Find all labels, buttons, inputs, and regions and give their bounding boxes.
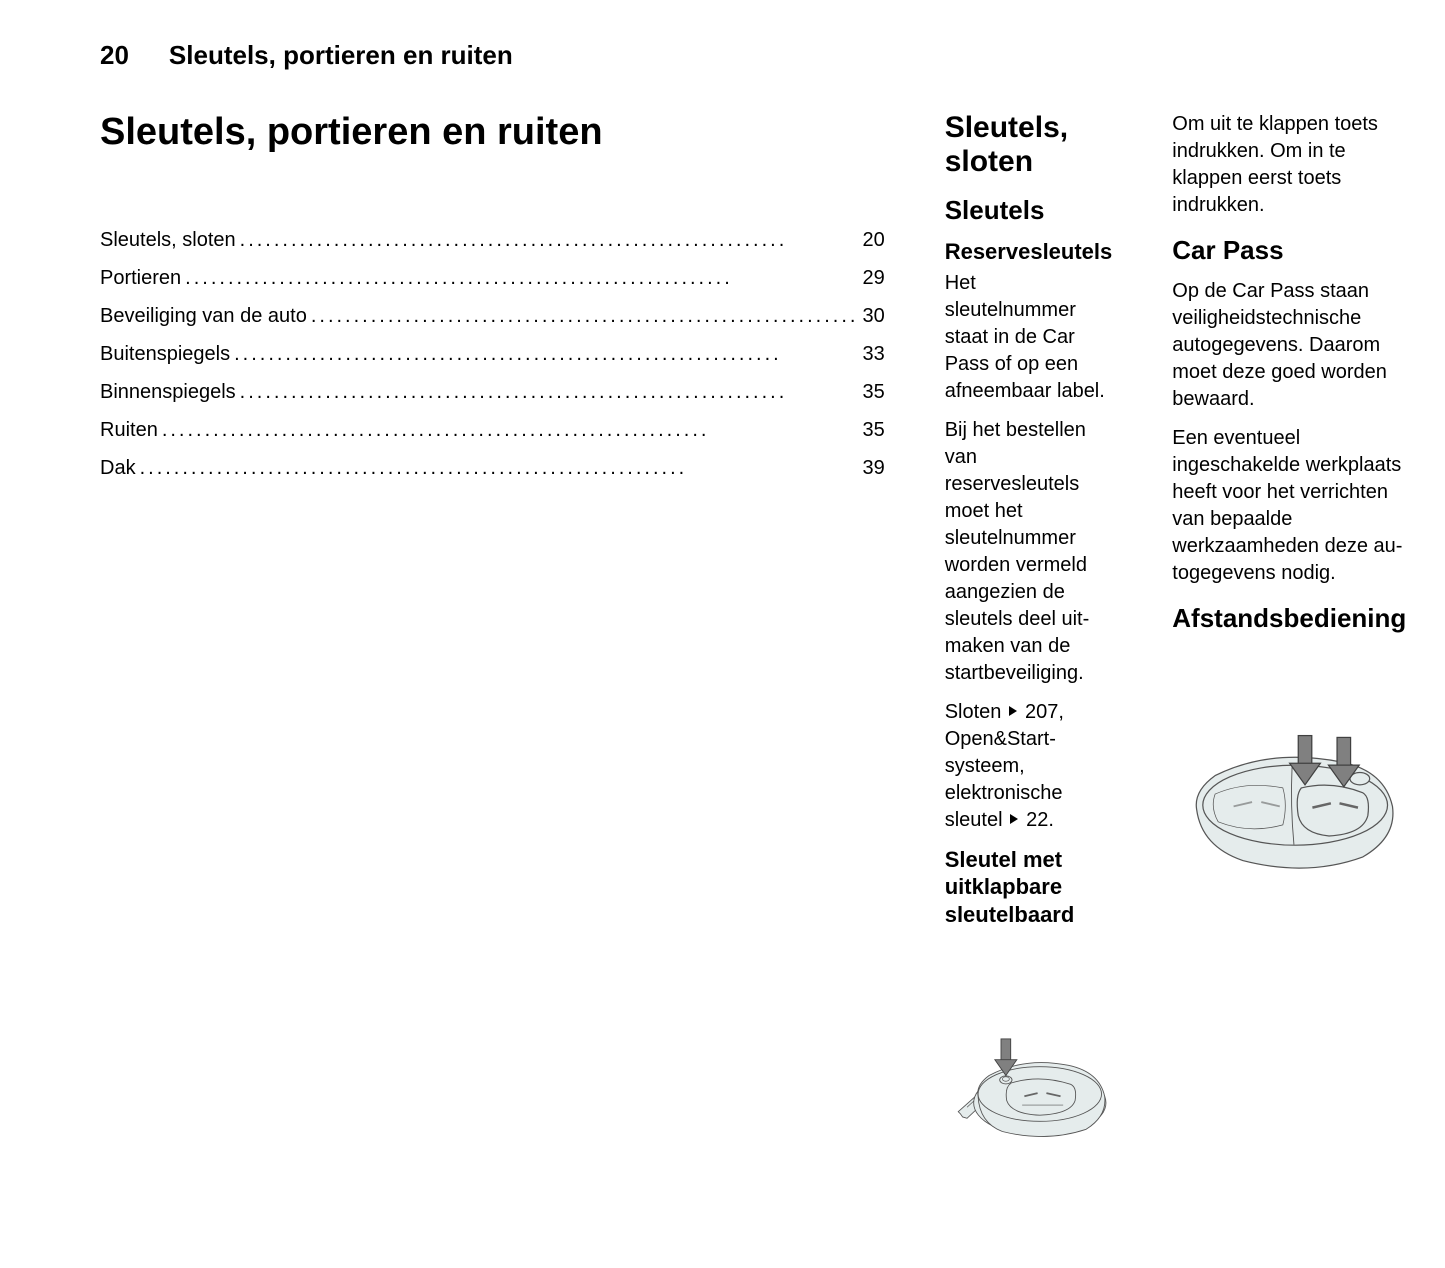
body-paragraph: Een eventueel ingeschakelde werk­plaats … bbox=[1172, 425, 1406, 587]
toc-leader-dots: ........................................… bbox=[140, 453, 859, 483]
toc-label: Portieren bbox=[100, 263, 181, 293]
reference-page: 22 bbox=[1026, 809, 1048, 831]
toc-leader-dots: ........................................… bbox=[162, 415, 859, 445]
toc-leader-dots: ........................................… bbox=[234, 339, 858, 369]
body-paragraph: Om uit te klappen toets indrukken. Om in… bbox=[1172, 111, 1406, 219]
toc-page-number: 35 bbox=[862, 415, 884, 445]
toc-label: Ruiten bbox=[100, 415, 158, 445]
toc-label: Beveiliging van de auto bbox=[100, 301, 307, 331]
subsubsection-heading: Reservesleutels bbox=[945, 238, 1113, 266]
toc-row: Binnenspiegels .........................… bbox=[100, 377, 885, 407]
content-columns: Sleutels, portieren en ruiten Sleutels, … bbox=[100, 111, 1375, 1228]
toc-page-number: 33 bbox=[862, 339, 884, 369]
page: 20 Sleutels, portieren en ruiten Sleutel… bbox=[0, 0, 1445, 1268]
toc-row: Portieren ..............................… bbox=[100, 263, 885, 293]
page-header: 20 Sleutels, portieren en ruiten bbox=[100, 40, 1375, 71]
toc-row: Dak ....................................… bbox=[100, 453, 885, 483]
text-fragment: Sloten bbox=[945, 701, 1002, 723]
page-number: 20 bbox=[100, 40, 129, 71]
toc-label: Binnenspiegels bbox=[100, 377, 236, 407]
toc-page-number: 29 bbox=[862, 263, 884, 293]
running-title: Sleutels, portieren en ruiten bbox=[169, 40, 513, 71]
subsubsection-heading: Sleutel met uitklapbare sleutelbaard bbox=[945, 846, 1113, 929]
toc-label: Buitenspiegels bbox=[100, 339, 230, 369]
subsection-heading: Car Pass bbox=[1172, 235, 1406, 266]
figure-remote-key bbox=[1172, 646, 1406, 936]
toc-leader-dots: ........................................… bbox=[240, 225, 859, 255]
toc-leader-dots: ........................................… bbox=[311, 301, 859, 331]
toc-leader-dots: ........................................… bbox=[240, 377, 859, 407]
chapter-title: Sleutels, portieren en ruiten bbox=[100, 111, 885, 155]
reference-arrow-icon bbox=[1009, 704, 1023, 718]
toc-page-number: 39 bbox=[862, 453, 884, 483]
column-right: Om uit te klappen toets indrukken. Om in… bbox=[1142, 111, 1406, 1228]
toc-label: Dak bbox=[100, 453, 136, 483]
toc-label: Sleutels, sloten bbox=[100, 225, 236, 255]
toc-page-number: 20 bbox=[862, 225, 884, 255]
table-of-contents: Sleutels, sloten .......................… bbox=[100, 225, 885, 483]
subsection-heading: Sleutels bbox=[945, 195, 1113, 226]
reference-arrow-icon bbox=[1010, 812, 1024, 826]
figure-flip-key bbox=[945, 938, 1113, 1228]
toc-leader-dots: ........................................… bbox=[185, 263, 858, 293]
toc-page-number: 35 bbox=[862, 377, 884, 407]
section-heading: Sleutels, sloten bbox=[945, 111, 1113, 179]
toc-row: Ruiten .................................… bbox=[100, 415, 885, 445]
subsection-heading: Afstandsbediening bbox=[1172, 603, 1406, 634]
body-paragraph: Sloten 207, Open&Start-systeem, elektron… bbox=[945, 699, 1113, 834]
toc-row: Sleutels, sloten .......................… bbox=[100, 225, 885, 255]
body-paragraph: Bij het bestellen van reservesleutels mo… bbox=[945, 417, 1113, 687]
key-with-blade-illustration bbox=[945, 938, 1113, 1228]
column-left: Sleutels, portieren en ruiten Sleutels, … bbox=[100, 111, 915, 1228]
column-middle: Sleutels, sloten Sleutels Reservesleutel… bbox=[915, 111, 1143, 1228]
toc-page-number: 30 bbox=[862, 301, 884, 331]
toc-row: Buitenspiegels .........................… bbox=[100, 339, 885, 369]
text-fragment: . bbox=[1048, 809, 1054, 831]
body-paragraph: Het sleutelnummer staat in de Car Pass o… bbox=[945, 270, 1113, 405]
reference-page: 207 bbox=[1025, 701, 1058, 723]
body-paragraph: Op de Car Pass staan veiligheids­technis… bbox=[1172, 278, 1406, 413]
remote-key-illustration bbox=[1172, 646, 1406, 936]
toc-row: Beveiliging van de auto ................… bbox=[100, 301, 885, 331]
